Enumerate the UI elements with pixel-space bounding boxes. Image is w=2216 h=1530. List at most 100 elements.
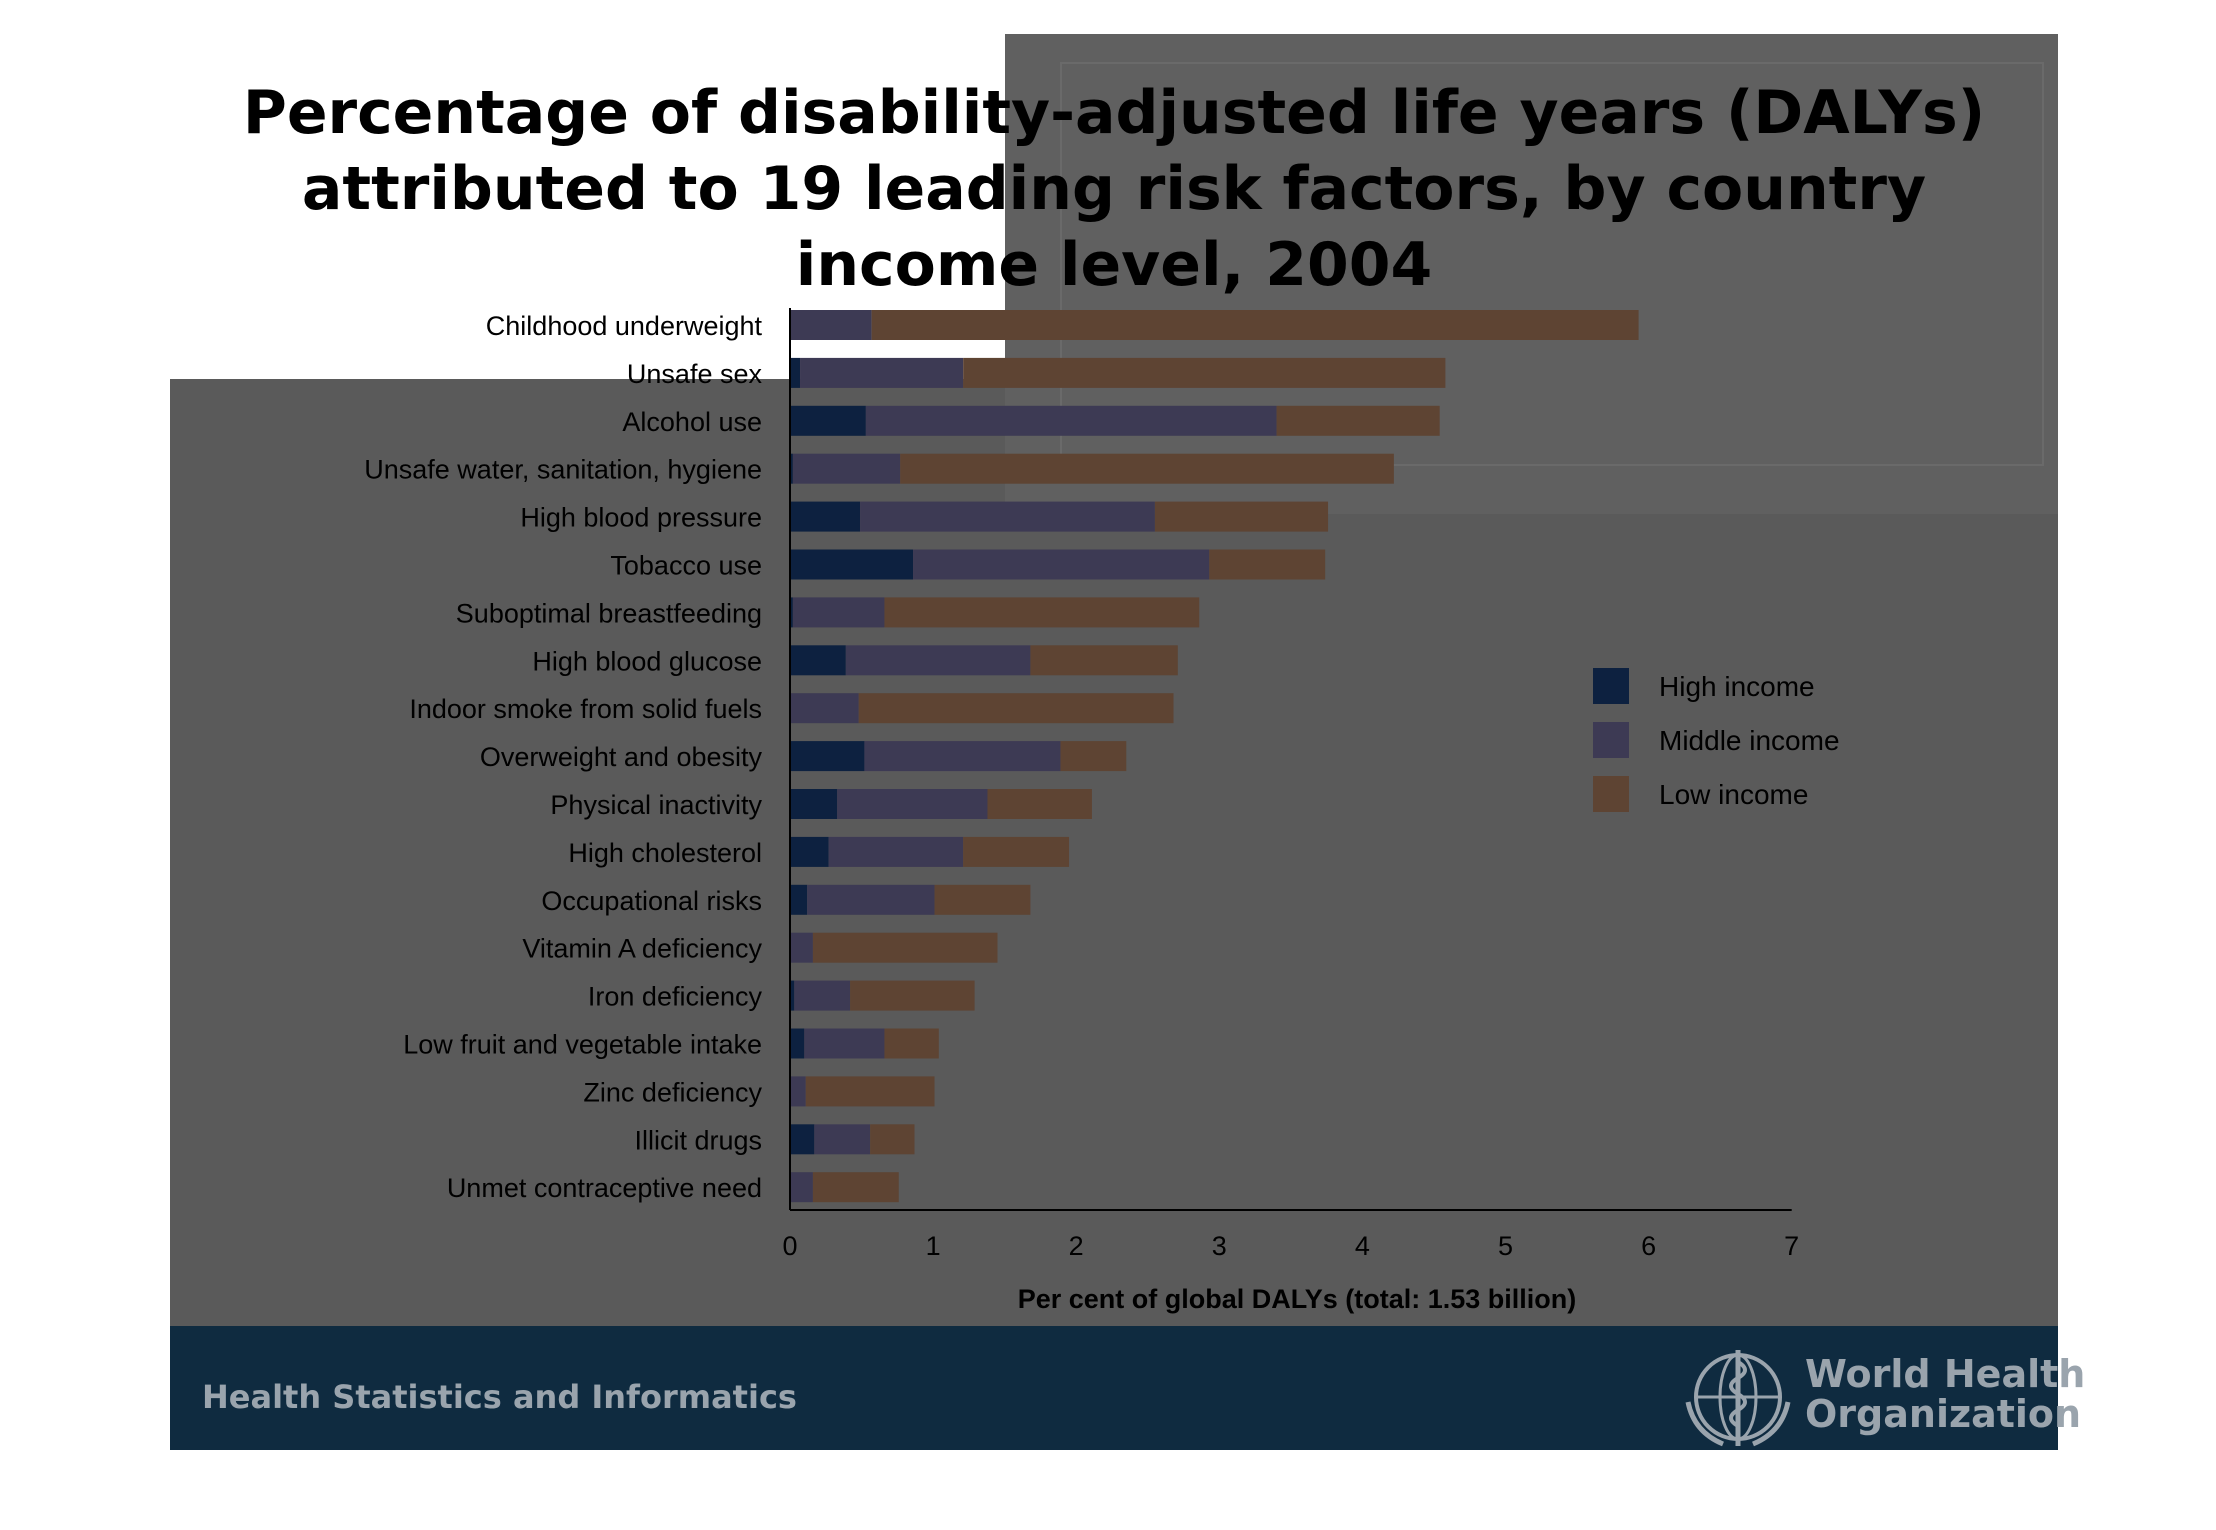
x-tick-label: 3 (1212, 1231, 1227, 1261)
bar-low-income-4 (1154, 501, 1329, 532)
category-label: Tobacco use (610, 551, 762, 581)
chart-title: Percentage of disability-adjusted life y… (170, 75, 2058, 303)
bar-low-income-1 (963, 357, 1446, 388)
frame-inner (1060, 62, 2044, 466)
bar-middle-income-4 (860, 501, 1155, 532)
bar-low-income-9 (1060, 741, 1127, 772)
bar-low-income-16 (805, 1076, 935, 1107)
category-label: High cholesterol (568, 838, 762, 868)
bar-low-income-8 (858, 693, 1174, 724)
bar-high-income-9 (790, 741, 865, 772)
bar-low-income-14 (850, 980, 975, 1011)
bar-low-income-12 (934, 884, 1031, 915)
legend-swatch-2 (1593, 776, 1629, 812)
bar-middle-income-8 (790, 693, 859, 724)
bar-high-income-1 (790, 357, 801, 388)
bar-middle-income-11 (828, 836, 964, 867)
bar-low-income-15 (884, 1028, 939, 1059)
bar-low-income-17 (870, 1124, 915, 1155)
bar-high-income-6 (790, 597, 793, 628)
bar-high-income-14 (790, 980, 795, 1011)
x-tick-label: 5 (1498, 1231, 1513, 1261)
org-name-line2: Organization (1805, 1392, 2082, 1436)
who-emblem-icon (1685, 1350, 1791, 1447)
bar-middle-income-16 (790, 1076, 806, 1107)
category-label: Alcohol use (622, 407, 762, 437)
category-label: Illicit drugs (634, 1125, 762, 1155)
bar-high-income-17 (790, 1124, 815, 1155)
bar-low-income-11 (963, 836, 1070, 867)
legend-label: High income (1659, 671, 1815, 702)
bar-low-income-2 (1276, 405, 1440, 436)
category-label: Unsafe sex (627, 359, 763, 389)
category-label: Overweight and obesity (480, 742, 763, 772)
bar-middle-income-13 (790, 932, 813, 963)
bar-high-income-11 (790, 836, 829, 867)
category-label: Unsafe water, sanitation, hygiene (364, 455, 762, 485)
category-label: Childhood underweight (486, 311, 763, 341)
bar-middle-income-0 (790, 310, 872, 340)
footer-bar (170, 1326, 2058, 1450)
bars-group (790, 310, 1639, 1203)
category-label: Unmet contraceptive need (447, 1173, 762, 1203)
category-label: High blood pressure (520, 503, 762, 533)
category-label: Vitamin A deficiency (522, 934, 762, 964)
x-axis: 0 1 2 3 4 5 6 7 (782, 308, 1799, 1261)
bar-high-income-7 (790, 645, 846, 676)
legend-label: Low income (1659, 779, 1808, 810)
bar-middle-income-1 (800, 357, 964, 388)
category-label: Low fruit and vegetable intake (403, 1030, 762, 1060)
bar-middle-income-5 (913, 549, 1210, 580)
bar-high-income-3 (790, 453, 793, 484)
bar-low-income-5 (1209, 549, 1326, 580)
category-label: High blood glucose (532, 646, 762, 676)
bar-middle-income-15 (804, 1028, 885, 1059)
category-label: Iron deficiency (588, 982, 763, 1012)
legend-swatch-0 (1593, 668, 1629, 704)
bar-middle-income-17 (814, 1124, 871, 1155)
category-labels: Childhood underweight Unsafe sex Alcohol u… (364, 311, 762, 1203)
bar-high-income-4 (790, 501, 861, 532)
bar-low-income-6 (884, 597, 1200, 628)
bar-middle-income-6 (792, 597, 885, 628)
legend-label: Middle income (1659, 725, 1840, 756)
legend: High income Middle income Low income (1593, 668, 1840, 812)
title-line-1: Percentage of disability-adjusted life y… (242, 78, 1986, 148)
bar-low-income-3 (900, 453, 1394, 484)
x-tick-label: 7 (1784, 1231, 1799, 1261)
category-label: Physical inactivity (550, 790, 762, 820)
bar-middle-income-7 (845, 645, 1031, 676)
bar-middle-income-14 (794, 980, 851, 1011)
organization-name: World Health Organization (1805, 1354, 2085, 1434)
bar-high-income-15 (790, 1028, 805, 1059)
bar-middle-income-12 (807, 884, 935, 915)
bar-high-income-10 (790, 789, 838, 819)
bar-middle-income-9 (864, 741, 1061, 772)
x-tick-label: 2 (1069, 1231, 1084, 1261)
x-tick-label: 4 (1355, 1231, 1370, 1261)
bar-middle-income-10 (837, 789, 988, 819)
bar-low-income-18 (812, 1172, 899, 1203)
title-line-2: attributed to 19 leading risk factors, b… (301, 154, 1927, 224)
bar-middle-income-18 (790, 1172, 813, 1203)
org-name-line1: World Health (1805, 1352, 2086, 1396)
category-label: Zinc deficiency (583, 1077, 762, 1107)
title-line-3: income level, 2004 (795, 230, 1433, 300)
x-tick-label: 1 (926, 1231, 941, 1261)
bar-middle-income-2 (865, 405, 1277, 436)
x-tick-label: 0 (782, 1231, 797, 1261)
x-tick-label: 6 (1641, 1231, 1656, 1261)
footer-text: Health Statistics and Informatics (202, 1378, 797, 1416)
category-label: Suboptimal breastfeeding (456, 598, 762, 628)
bar-high-income-5 (790, 549, 914, 580)
legend-swatch-1 (1593, 722, 1629, 758)
bar-high-income-12 (790, 884, 808, 915)
bar-low-income-0 (871, 310, 1639, 340)
bar-low-income-7 (1030, 645, 1178, 676)
category-label: Indoor smoke from solid fuels (409, 694, 762, 724)
bar-middle-income-3 (792, 453, 901, 484)
bar-chart: Childhood underweight Unsafe sex Alcohol u… (364, 308, 1840, 1314)
bar-high-income-2 (790, 405, 866, 436)
category-label: Occupational risks (541, 886, 762, 916)
bar-low-income-10 (987, 789, 1092, 819)
